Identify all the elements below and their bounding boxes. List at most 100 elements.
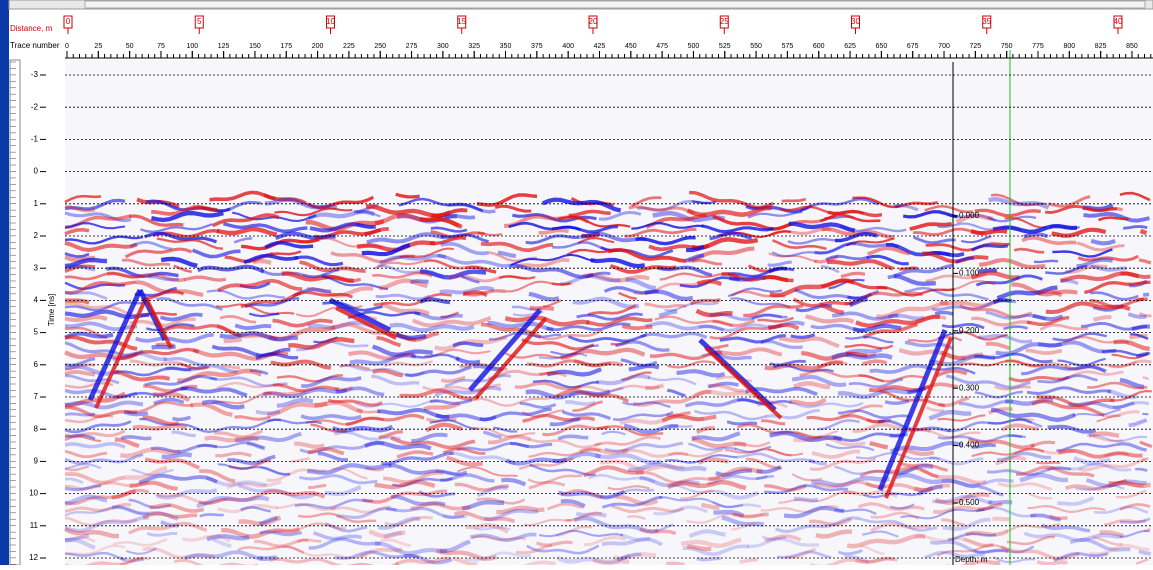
diffraction xyxy=(144,297,173,349)
reflection xyxy=(825,443,875,452)
reflection xyxy=(1135,351,1149,359)
reflection xyxy=(142,415,179,426)
reflection xyxy=(768,322,800,331)
reflection xyxy=(995,455,1027,466)
reflection xyxy=(870,511,920,520)
reflection xyxy=(197,264,265,274)
reflection xyxy=(1090,264,1127,272)
reflection xyxy=(215,451,252,458)
reflection xyxy=(845,347,883,356)
reflection xyxy=(1083,211,1150,223)
reflection xyxy=(64,435,102,443)
diffraction xyxy=(474,316,548,400)
reflection xyxy=(64,400,144,410)
reflection xyxy=(713,509,745,518)
diffraction xyxy=(468,308,542,392)
reflection xyxy=(64,463,102,470)
reflection xyxy=(936,544,1010,557)
reflection xyxy=(594,452,662,465)
reflection xyxy=(925,406,945,412)
reflection xyxy=(1088,431,1120,438)
reflection xyxy=(64,484,102,492)
reflection xyxy=(961,235,992,244)
reflection xyxy=(372,368,404,378)
reflection xyxy=(668,424,693,428)
reflection xyxy=(156,488,218,500)
reflection xyxy=(973,545,1035,554)
reflection xyxy=(211,213,280,228)
reflection xyxy=(115,387,188,399)
reflection xyxy=(112,351,167,362)
reflection xyxy=(1049,514,1068,521)
reflection xyxy=(64,381,114,389)
reflection xyxy=(1030,513,1061,522)
reflection xyxy=(514,257,570,269)
reflection xyxy=(657,265,713,277)
reflection xyxy=(139,417,200,431)
scroll-thumb[interactable] xyxy=(84,0,1146,9)
trace-tick-label: 350 xyxy=(500,43,512,50)
reflection xyxy=(1023,232,1049,239)
reflection xyxy=(898,348,966,361)
reflection xyxy=(178,362,210,370)
reflection xyxy=(899,461,948,472)
reflection xyxy=(184,550,263,561)
reflection xyxy=(684,398,770,408)
reflection xyxy=(598,210,642,221)
reflection xyxy=(396,450,434,459)
reflection xyxy=(442,447,486,455)
reflection xyxy=(639,527,677,535)
reflection xyxy=(1142,376,1150,381)
reflection xyxy=(691,436,747,449)
reflection xyxy=(64,544,126,556)
reflection xyxy=(410,279,429,284)
reflection xyxy=(64,357,96,367)
reflection xyxy=(1069,537,1131,552)
reflection xyxy=(1139,228,1148,236)
reflection xyxy=(222,363,241,370)
reflection xyxy=(529,305,555,311)
reflection xyxy=(1119,191,1151,202)
radargram xyxy=(64,60,1153,570)
trace-tick-label: 100 xyxy=(186,43,198,50)
reflection xyxy=(1037,289,1063,298)
reflection xyxy=(1001,423,1039,432)
reflection xyxy=(644,289,694,302)
reflection xyxy=(423,258,467,270)
reflection xyxy=(405,489,448,497)
reflection xyxy=(374,479,436,490)
reflection xyxy=(455,356,481,365)
reflection xyxy=(525,389,611,400)
reflection xyxy=(858,374,925,383)
reflection xyxy=(216,303,295,315)
reflection xyxy=(772,239,827,251)
reflection xyxy=(199,513,224,518)
reflection xyxy=(994,385,1031,391)
reflection xyxy=(676,369,726,378)
reflection xyxy=(272,383,340,393)
reflection xyxy=(439,539,471,554)
reflection xyxy=(790,401,864,409)
reflection xyxy=(585,316,653,327)
reflection xyxy=(561,410,611,420)
reflection xyxy=(644,302,687,309)
reflection xyxy=(379,253,447,265)
reflection xyxy=(366,232,446,245)
reflection xyxy=(403,553,453,565)
reflection xyxy=(324,522,368,533)
reflection xyxy=(1004,216,1047,229)
reflection xyxy=(474,526,511,531)
distance-tick-label: 0 xyxy=(66,17,71,26)
reflection xyxy=(216,381,284,389)
reflection xyxy=(294,441,325,449)
reflection xyxy=(259,465,291,476)
reflection xyxy=(799,197,879,212)
reflection xyxy=(712,500,762,509)
reflection xyxy=(712,319,756,328)
reflection xyxy=(1119,377,1145,390)
reflection xyxy=(470,532,537,543)
reflection xyxy=(375,293,431,301)
reflection xyxy=(955,256,974,264)
reflection xyxy=(992,516,1011,522)
reflection xyxy=(635,470,721,484)
